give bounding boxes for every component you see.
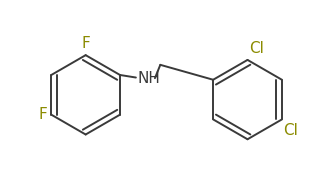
Text: NH: NH <box>138 71 160 86</box>
Text: Cl: Cl <box>283 123 298 138</box>
Text: F: F <box>39 107 48 122</box>
Text: Cl: Cl <box>249 41 264 56</box>
Text: F: F <box>81 36 90 51</box>
